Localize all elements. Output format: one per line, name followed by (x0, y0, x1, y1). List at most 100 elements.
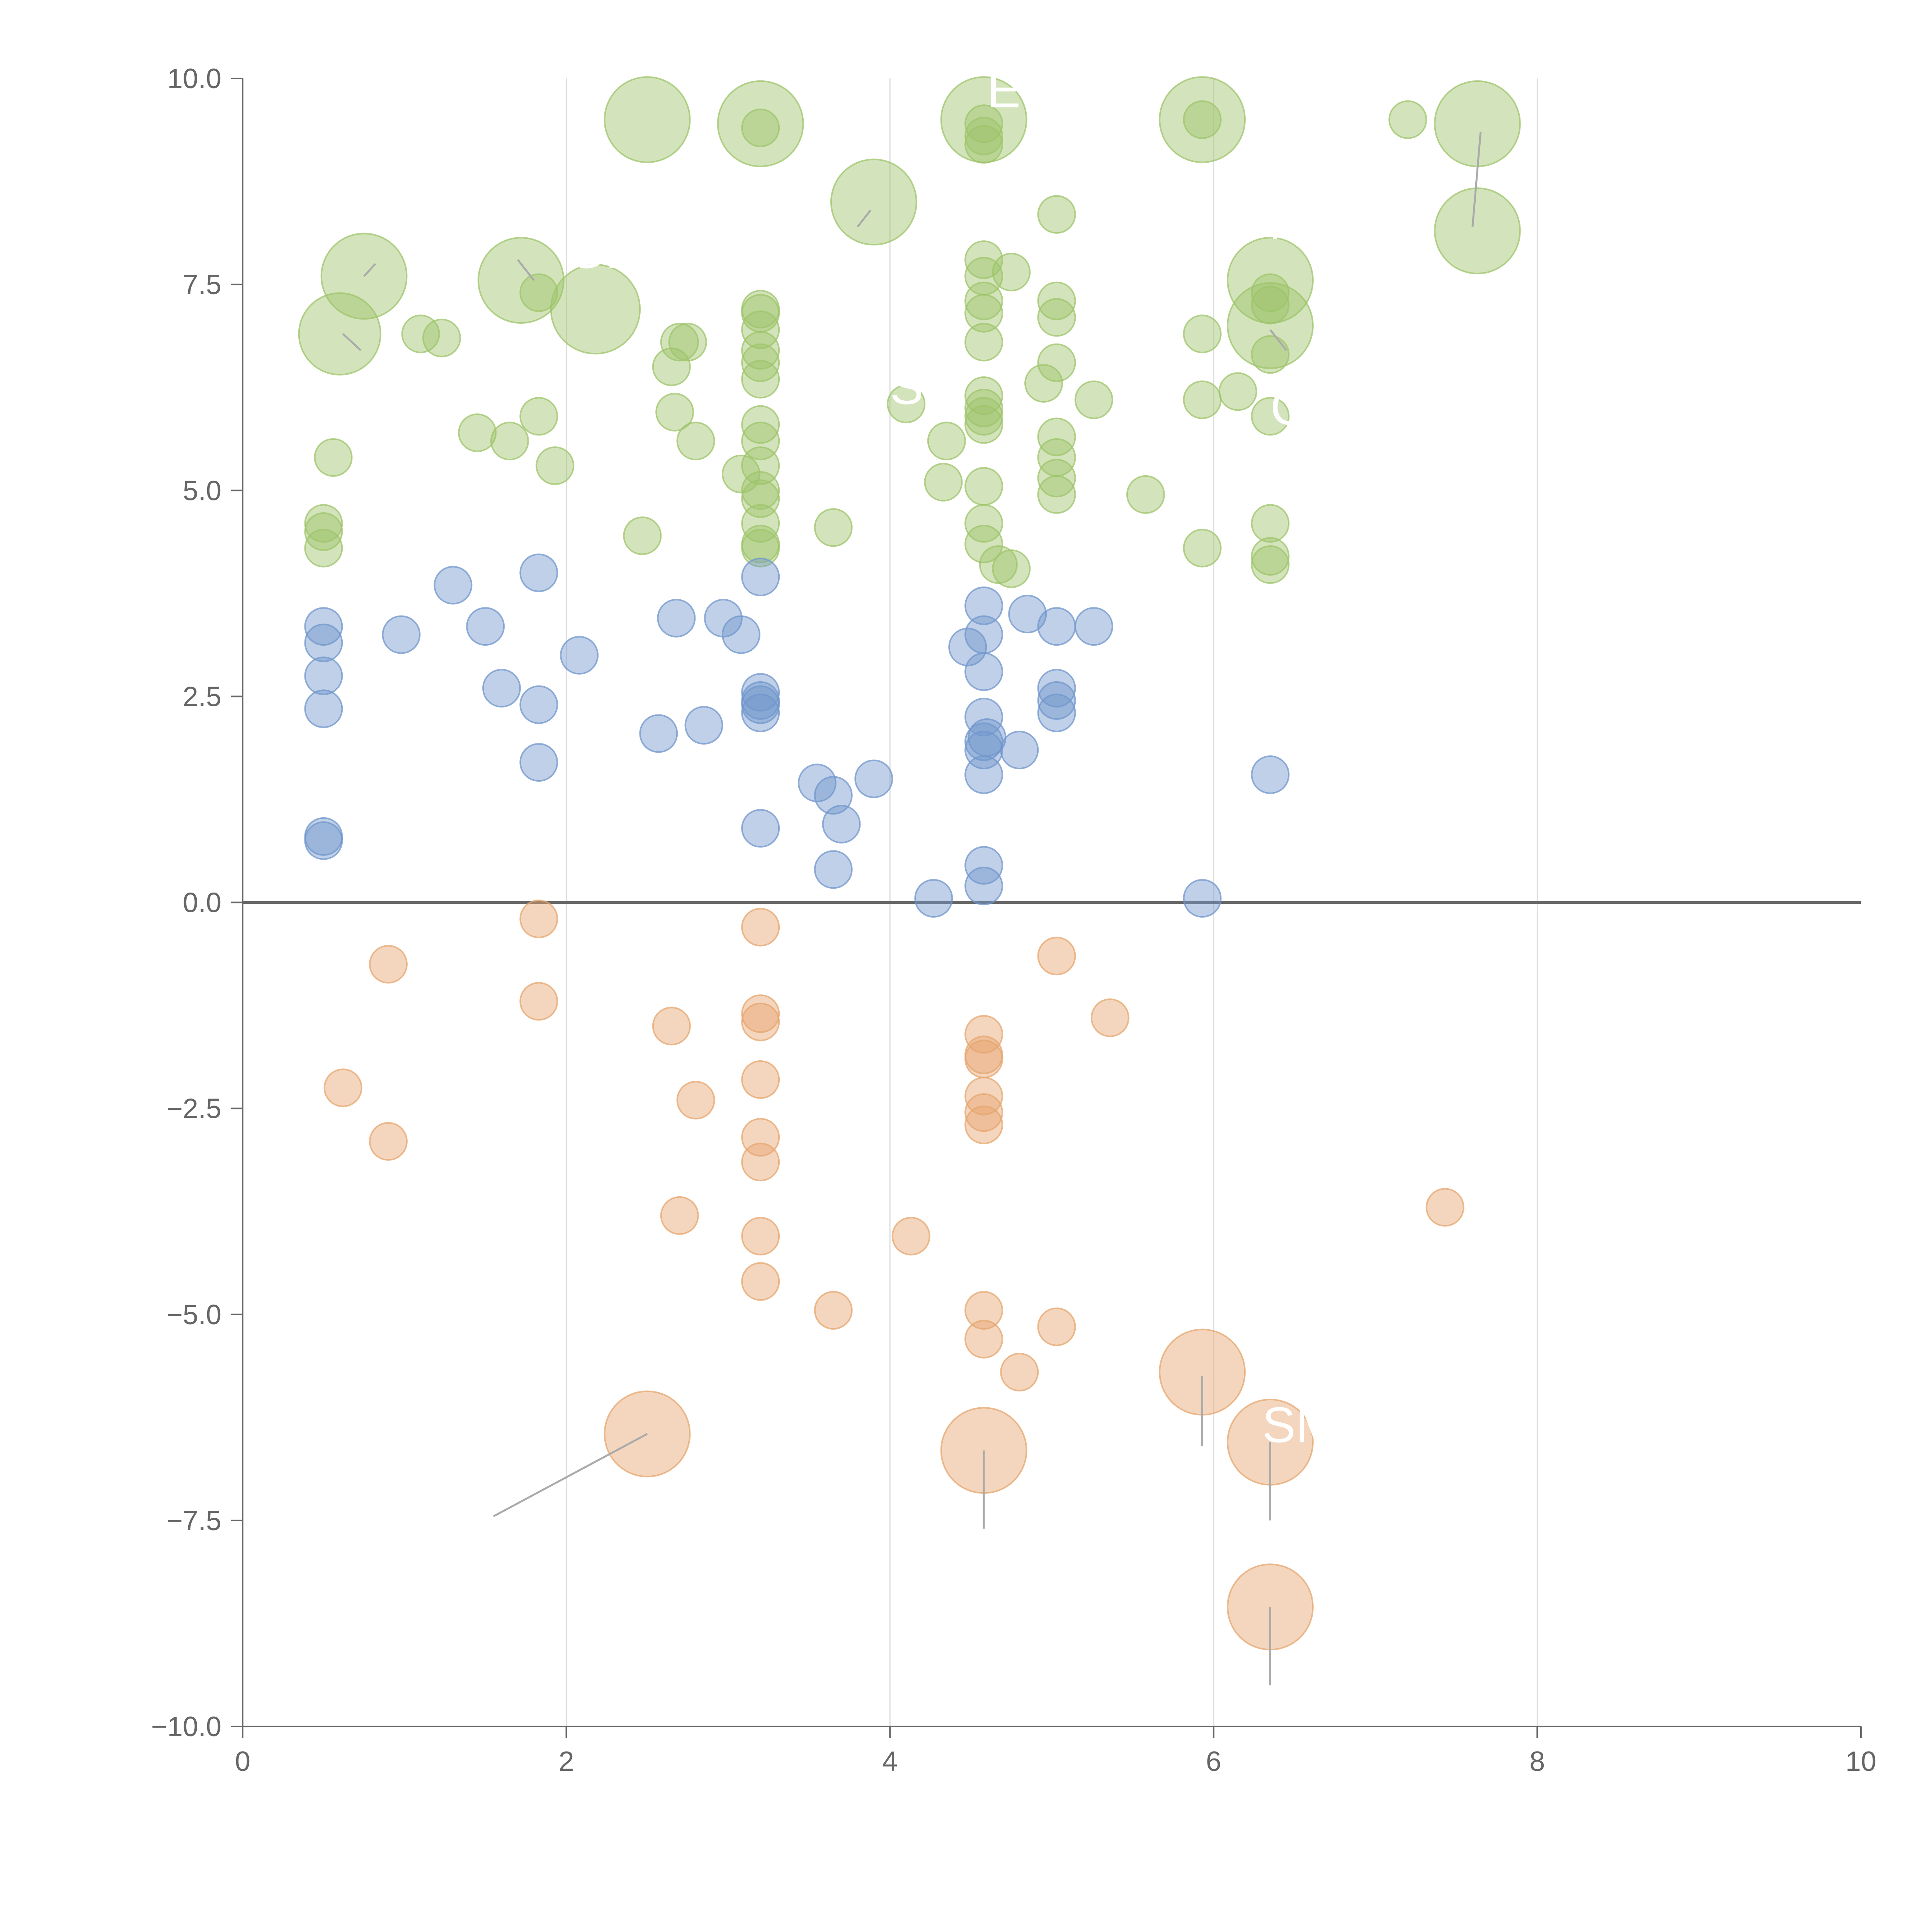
mid-bubble (964, 846, 1003, 885)
high-bubble (964, 405, 1003, 444)
mid-bubble (1183, 879, 1222, 918)
high-bubble (1218, 372, 1257, 411)
bubble-annotation: S (890, 358, 923, 415)
high-bubble (1183, 315, 1222, 354)
mid-bubble (798, 764, 837, 803)
mid-bubble (814, 776, 853, 815)
low-bubble (1425, 1188, 1464, 1227)
mid-bubble (434, 566, 473, 605)
high-bubble (1434, 80, 1521, 167)
high-bubble (1251, 504, 1290, 543)
high-bubble (1251, 397, 1290, 436)
high-bubble (741, 310, 780, 349)
low-bubble (741, 1002, 780, 1041)
high-bubble (964, 376, 1003, 415)
mid-bubble (482, 669, 521, 708)
leader-line-layer (342, 132, 1482, 1685)
leader-line (342, 333, 362, 351)
high-bubble (964, 281, 1003, 320)
low-bubble (964, 1093, 1003, 1132)
high-bubble (741, 360, 780, 399)
high-bubble (458, 413, 497, 452)
high-bubble (964, 524, 1003, 563)
mid-bubble (1000, 730, 1039, 769)
bubble-annotation: E (987, 62, 1020, 118)
low-bubble (1090, 998, 1129, 1037)
high-bubble (422, 318, 461, 357)
high-bubble (830, 158, 917, 246)
mid-bubble (560, 636, 599, 675)
mid-bubble (964, 866, 1003, 905)
x-tick-label: 2 (559, 1746, 574, 1777)
high-bubble (519, 397, 558, 436)
high-bubble (668, 323, 707, 362)
y-tick-label: 10.0 (167, 63, 221, 94)
high-bubble (1434, 187, 1521, 274)
mid-bubble (519, 685, 558, 724)
high-bubble (964, 467, 1003, 506)
mid-bubble (968, 718, 1007, 757)
high-bubble (992, 253, 1031, 292)
leader-line (857, 209, 871, 228)
high-bubble (1251, 335, 1290, 374)
leader-line (493, 1433, 648, 1517)
mid-bubble (639, 714, 678, 753)
high-bubble (536, 446, 575, 485)
low-bubble (814, 1291, 853, 1330)
mid-bubble (822, 804, 861, 844)
high-bubble (1183, 380, 1222, 419)
high-bubble (490, 422, 529, 461)
mid-bubble (304, 689, 343, 728)
low-bubble (741, 908, 780, 947)
mid-bubble (1037, 681, 1076, 720)
low-bubble (891, 1217, 930, 1256)
low-bubble (741, 1217, 780, 1256)
high-bubble (964, 117, 1003, 156)
high-bubble (927, 422, 966, 461)
mid-bubble (1008, 595, 1047, 634)
low-bubble (519, 982, 558, 1021)
high-bubble (1037, 417, 1076, 456)
mid-bubble (741, 673, 780, 712)
x-tick-label: 0 (235, 1746, 250, 1777)
mid-bubble (854, 759, 893, 798)
low-bubble (652, 1007, 691, 1046)
mid-bubble (964, 652, 1003, 691)
high-bubble (1226, 282, 1314, 369)
mid-bubble (1037, 694, 1076, 733)
leader-line (363, 263, 376, 277)
mid-bubble (382, 615, 421, 654)
mid-bubble (304, 656, 343, 696)
bubble-annotation: GM (1230, 194, 1311, 250)
low-bubble (660, 1196, 699, 1235)
low-bubble (741, 1143, 780, 1182)
leader-line (1471, 132, 1482, 227)
low-bubble (676, 1081, 715, 1120)
y-tick-label: 5.0 (183, 475, 221, 506)
mid-bubble (741, 558, 780, 597)
leader-line (517, 259, 535, 281)
high-bubble (1037, 298, 1076, 337)
high-bubble (964, 294, 1003, 333)
high-bubble (304, 529, 343, 568)
high-bubble (1037, 195, 1076, 234)
x-tick-label: 8 (1529, 1746, 1545, 1777)
low-bubble (741, 994, 780, 1033)
high-bubble (741, 108, 780, 147)
high-bubble (1037, 343, 1076, 382)
high-bubble (1388, 100, 1427, 139)
high-bubble (1183, 100, 1222, 139)
high-bubble (604, 76, 691, 163)
low-bubble (964, 1291, 1003, 1330)
high-bubble (550, 264, 641, 355)
mid-bubble (1251, 755, 1290, 794)
low-bubble (369, 1122, 408, 1161)
mid-bubble (964, 755, 1003, 794)
leader-line (1269, 329, 1287, 351)
low-bubble (369, 945, 408, 984)
high-bubble (741, 331, 780, 370)
mid-bubble (304, 623, 343, 662)
mid-bubble (466, 607, 505, 646)
high-bubble (477, 237, 565, 324)
high-bubble (652, 347, 691, 386)
